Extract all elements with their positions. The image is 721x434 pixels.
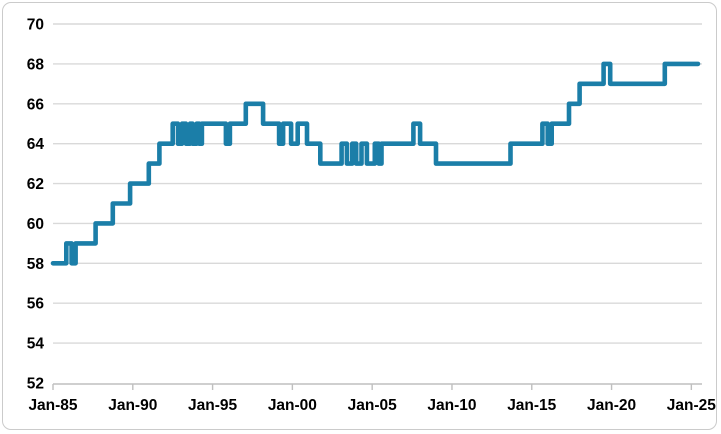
y-tick-label: 54	[27, 336, 45, 353]
y-tick-label: 56	[27, 296, 45, 313]
x-tick-label: Jan-05	[348, 397, 397, 414]
y-tick-label: 52	[27, 376, 44, 393]
data-series-line	[50, 61, 701, 266]
x-tick-label: Jan-90	[108, 397, 157, 414]
x-tick-label: Jan-25	[667, 397, 716, 414]
y-tick-label: 70	[27, 17, 44, 34]
x-tick-label: Jan-00	[268, 397, 317, 414]
step-line-chart: Jan-85 Jan-90 Jan-95 Jan-00 Jan-05 Jan-10 Jan-…	[27, 17, 716, 415]
chart-frame: Jan-85 Jan-90 Jan-95 Jan-00 Jan-05 Jan-10 Jan-…	[2, 2, 717, 430]
y-tick-label: 64	[27, 136, 45, 153]
x-tick-label: Jan-20	[587, 397, 636, 414]
x-tick-label: Jan-15	[507, 397, 556, 414]
x-tick-label: Jan-95	[188, 397, 237, 414]
x-tick-label: Jan-85	[28, 397, 77, 414]
y-tick-label: 62	[27, 176, 44, 193]
y-tick-label: 66	[27, 96, 45, 113]
y-tick-label: 60	[27, 216, 44, 233]
x-tick-label: Jan-10	[427, 397, 476, 414]
y-tick-label: 58	[27, 256, 45, 273]
y-tick-label: 68	[27, 56, 45, 73]
